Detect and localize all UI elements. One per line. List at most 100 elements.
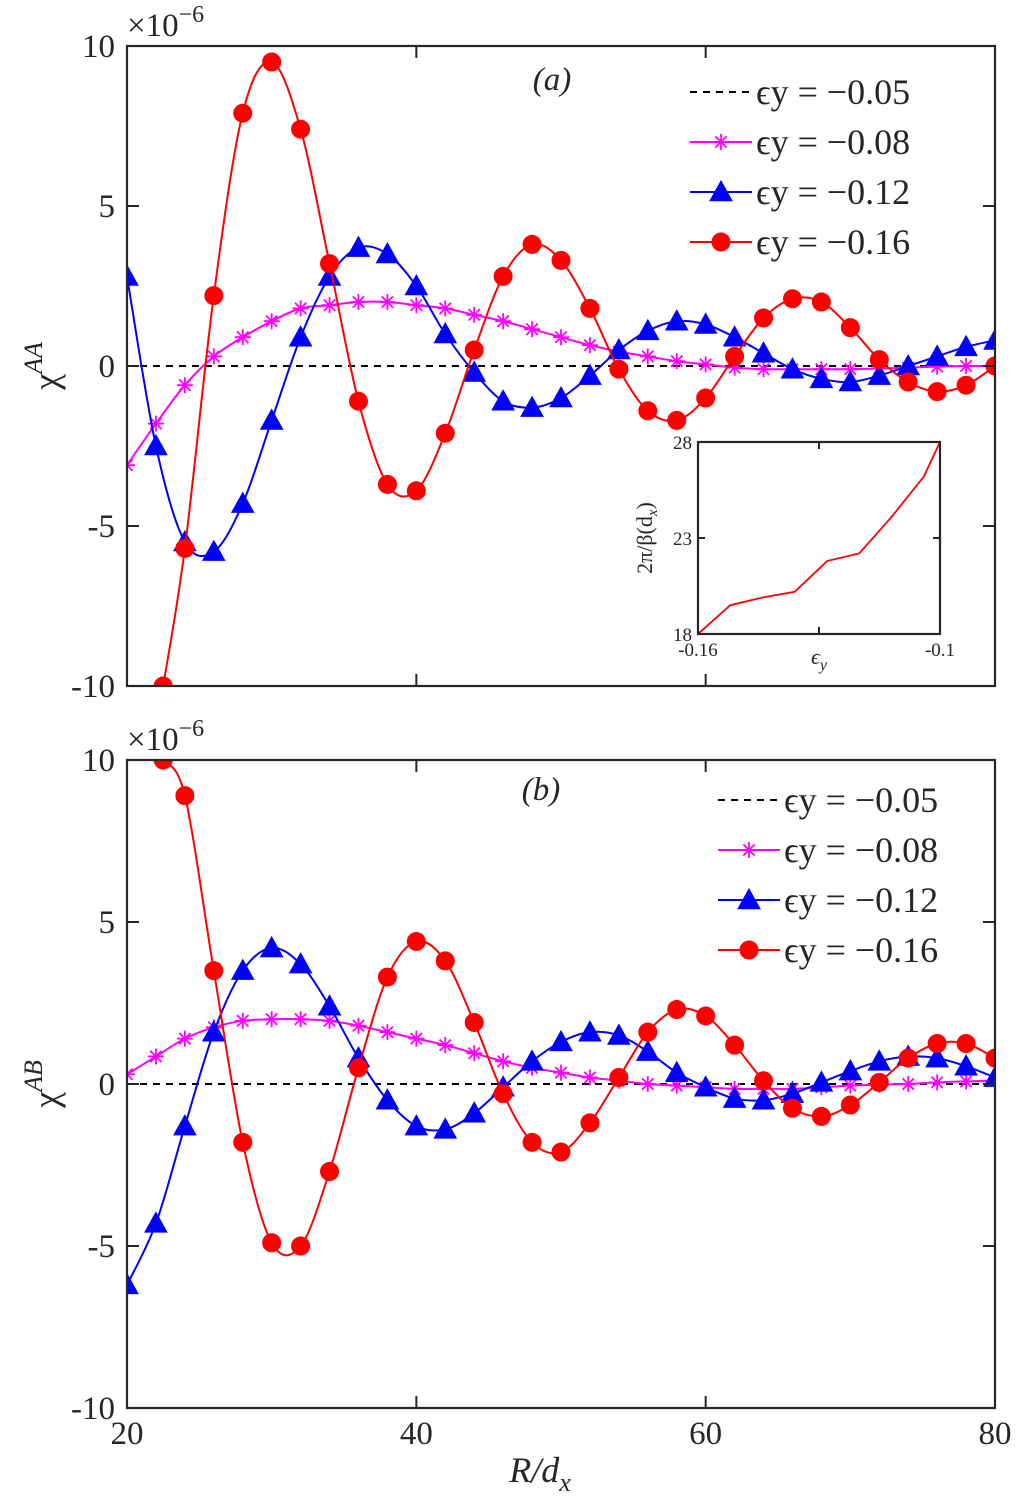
- data-point: [263, 1011, 280, 1028]
- data-point: [435, 423, 455, 443]
- data-point: [176, 1030, 193, 1047]
- data-point: [954, 1054, 978, 1076]
- data-point: [350, 1017, 367, 1034]
- data-point: [581, 337, 598, 354]
- legend-label: ϵy = −0.16: [784, 930, 938, 970]
- data-point: [147, 415, 164, 432]
- data-point: [406, 481, 426, 501]
- legend-marker: [737, 887, 761, 910]
- legend-marker: [741, 842, 757, 858]
- data-point: [898, 372, 918, 392]
- data-point: [464, 340, 484, 360]
- data-point: [609, 359, 629, 379]
- data-point: [551, 250, 571, 270]
- data-point: [259, 408, 284, 430]
- data-point: [693, 1075, 718, 1097]
- data-point: [153, 676, 173, 686]
- data-point: [230, 958, 255, 980]
- data-point: [725, 1035, 745, 1055]
- data-point: [404, 273, 429, 296]
- y-tick-label: 10: [82, 743, 115, 779]
- series-line: [127, 946, 995, 1286]
- data-point: [842, 1077, 859, 1094]
- data-point: [553, 329, 569, 346]
- inset-y-axis-title: 2π/β(dx): [632, 502, 661, 574]
- data-point: [929, 1074, 946, 1091]
- data-point: [520, 1049, 544, 1071]
- legend-entry-3: ϵy = −0.16: [718, 930, 938, 970]
- legend-marker: [711, 232, 731, 252]
- legend-label: ϵy = −0.12: [756, 172, 910, 212]
- inset-y-tick-label: 28: [673, 433, 692, 454]
- inset-plot: -0.16 -0.1 18 23 28 ϵy 2π/β(dx): [632, 433, 955, 674]
- legend-marker: [709, 179, 733, 202]
- inset-x-axis-title: ϵy: [811, 644, 828, 674]
- data-point: [175, 786, 195, 806]
- legend-label: ϵy = −0.05: [756, 72, 910, 112]
- data-point: [581, 1069, 598, 1086]
- data-point: [263, 313, 280, 330]
- data-point: [927, 382, 947, 402]
- data-point: [578, 363, 602, 385]
- data-point: [292, 1011, 309, 1028]
- data-point: [609, 1068, 629, 1088]
- inset-x-tick-label: -0.16: [678, 640, 718, 661]
- y-exponent-a: ×10−6: [127, 2, 204, 44]
- inset-series-line: [698, 442, 940, 634]
- data-point: [495, 313, 512, 330]
- data-point: [956, 1034, 976, 1053]
- data-point: [664, 1060, 689, 1082]
- data-point: [205, 348, 222, 365]
- data-point: [147, 1048, 164, 1065]
- data-point: [722, 325, 747, 347]
- data-point: [292, 300, 309, 317]
- data-point: [153, 760, 173, 770]
- data-point: [291, 1236, 311, 1256]
- data-point: [317, 264, 342, 286]
- data-point: [144, 1211, 168, 1233]
- x-tick-label: 20: [111, 1416, 144, 1452]
- legend-marker: [713, 134, 729, 150]
- legend-entry-1: ϵy = −0.08: [718, 830, 938, 870]
- data-point: [754, 308, 774, 328]
- series-layer-a: [127, 52, 995, 686]
- y-axis-title-b: χAB: [19, 1060, 66, 1109]
- data-point: [725, 346, 745, 366]
- data-point: [520, 395, 544, 417]
- data-point: [495, 1053, 512, 1070]
- data-point: [462, 360, 487, 382]
- data-point: [320, 1161, 340, 1181]
- data-point: [262, 52, 282, 72]
- data-point: [667, 410, 687, 430]
- data-point: [838, 1059, 863, 1081]
- series-3: [153, 52, 995, 686]
- data-point: [348, 391, 368, 411]
- data-point: [580, 1113, 600, 1133]
- panel-b: 20 40 60 80 -10 -5 0 5 10 ×10−6 (b) χAB R/dx ϵy …: [19, 716, 1012, 1497]
- data-point: [869, 1072, 889, 1092]
- data-point: [780, 357, 805, 379]
- data-point: [838, 369, 863, 392]
- legend-entry-0: ϵy = −0.05: [718, 780, 938, 820]
- data-point: [639, 348, 656, 365]
- ticks-layer-a: -10 -5 0 5 10: [71, 29, 996, 705]
- data-point: [348, 1058, 368, 1078]
- data-point: [639, 1076, 656, 1092]
- data-point: [958, 1073, 975, 1090]
- data-point: [259, 935, 284, 958]
- data-point: [201, 539, 226, 561]
- series-2: [127, 935, 995, 1295]
- data-point: [638, 401, 658, 421]
- data-point: [696, 388, 716, 408]
- data-point: [346, 235, 371, 257]
- data-point: [524, 321, 541, 338]
- data-point: [782, 289, 802, 309]
- series-2: [127, 235, 995, 561]
- legend-label: ϵy = −0.05: [784, 780, 938, 820]
- legend-label: ϵy = −0.12: [784, 880, 938, 920]
- legend-label: ϵy = −0.08: [756, 122, 910, 162]
- data-point: [667, 999, 687, 1019]
- legend-label: ϵy = −0.16: [756, 222, 910, 262]
- inset-ticks: -0.16 -0.1 18 23 28: [673, 433, 955, 661]
- data-point: [493, 1084, 513, 1104]
